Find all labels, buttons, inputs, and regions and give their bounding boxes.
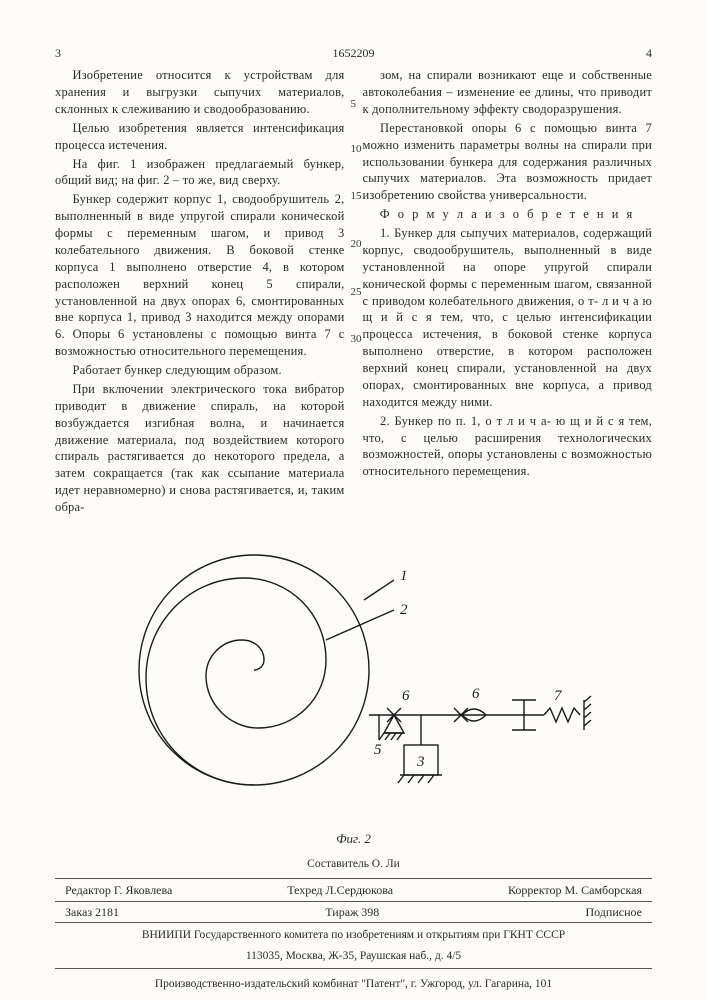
figure-caption: Фиг. 2: [55, 830, 652, 848]
publisher: Производственно-издательский комбинат "П…: [55, 977, 652, 993]
order-no: Заказ 2181: [65, 904, 119, 920]
para: Целью изобретения является интенсификаци…: [55, 120, 345, 154]
line-number: 15: [351, 189, 362, 204]
compiler: Составитель О. Ли: [55, 857, 652, 873]
fig-label: 3: [416, 754, 425, 770]
tirazh: Тираж 398: [325, 904, 379, 920]
claim: 2. Бункер по п. 1, о т л и ч а- ю щ и й …: [363, 413, 653, 481]
fig-label: 5: [374, 742, 382, 758]
page-left: 3: [55, 45, 61, 61]
fig-label: 7: [554, 688, 563, 704]
line-number: 25: [351, 285, 362, 300]
line-number: 20: [351, 237, 362, 252]
figure-2: 1 2 3 5 6 6 7: [104, 540, 604, 820]
vniipi-line2: 113035, Москва, Ж-35, Раушская наб., д. …: [55, 949, 652, 970]
line-number: 10: [351, 142, 362, 157]
claim: 1. Бункер для сыпучих материалов, содерж…: [363, 225, 653, 411]
line-number: 5: [351, 97, 357, 112]
para: При включении электрического тока вибрат…: [55, 381, 345, 516]
subscription: Подписное: [585, 904, 642, 920]
page-right: 4: [646, 45, 652, 61]
left-column: Изобретение относится к устройствам для …: [55, 67, 345, 518]
para: Работает бункер следующим образом.: [55, 362, 345, 379]
fig-label: 6: [472, 686, 480, 702]
para: Бункер содержит корпус 1, сводообрушител…: [55, 191, 345, 360]
fig-label: 1: [400, 568, 408, 584]
para: Изобретение относится к устройствам для …: [55, 67, 345, 118]
footer: Составитель О. Ли Редактор Г. Яковлева Т…: [55, 857, 652, 992]
formula-title: Ф о р м у л а и з о б р е т е н и я: [363, 206, 653, 223]
line-number: 30: [351, 332, 362, 347]
para: На фиг. 1 изображен предлагаемый бункер,…: [55, 156, 345, 190]
credits-row: Редактор Г. Яковлева Техред Л.Сердюкова …: [55, 878, 652, 902]
page-header: 3 1652209 4: [55, 45, 652, 61]
corrector: Корректор М. Самборская: [508, 882, 642, 898]
right-column: зом, на спирали возникают еще и собствен…: [363, 67, 653, 518]
text-columns: Изобретение относится к устройствам для …: [55, 67, 652, 518]
para: Перестановкой опоры 6 с помощью винта 7 …: [363, 120, 653, 204]
techred: Техред Л.Сердюкова: [287, 882, 393, 898]
fig-label: 6: [402, 688, 410, 704]
editor: Редактор Г. Яковлева: [65, 882, 172, 898]
vniipi-line1: ВНИИПИ Государственного комитета по изоб…: [55, 928, 652, 944]
fig-label: 2: [400, 602, 408, 618]
patent-number: 1652209: [333, 45, 375, 61]
order-row: Заказ 2181 Тираж 398 Подписное: [55, 902, 652, 923]
para: зом, на спирали возникают еще и собствен…: [363, 67, 653, 118]
